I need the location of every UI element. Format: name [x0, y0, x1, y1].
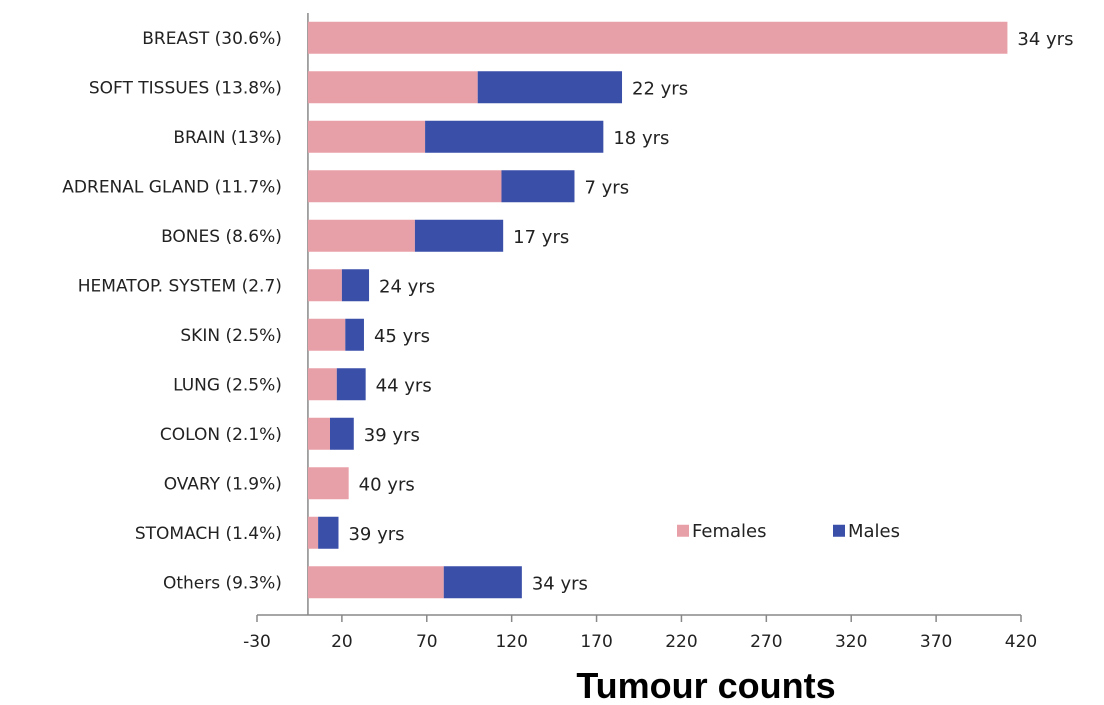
- bar-females-0: [307, 21, 1008, 54]
- data-label: 18 yrs: [613, 128, 669, 149]
- data-labels: 34 yrs 22 yrs 18 yrs 7 yrs 17 yrs 24 yrs 45 yr…: [348, 29, 1073, 595]
- legend-label-males: Males: [848, 521, 900, 542]
- x-axis-title: Tumour counts: [576, 665, 835, 705]
- category-label: BREAST (30.6%): [142, 29, 282, 49]
- category-label: COLON (2.1%): [160, 425, 282, 445]
- legend-swatch-females: [677, 524, 689, 537]
- category-label: Others (9.3%): [163, 573, 282, 593]
- data-label: 45 yrs: [374, 326, 430, 347]
- x-tick-label: 420: [1005, 632, 1037, 652]
- data-label: 39 yrs: [348, 524, 404, 545]
- bar-males-3: [501, 170, 575, 203]
- bar-males-10: [318, 516, 339, 549]
- bars-group: [307, 21, 1008, 599]
- bar-males-5: [341, 269, 370, 302]
- legend-label-females: Females: [692, 521, 766, 542]
- bar-males-4: [414, 219, 504, 252]
- category-label: BONES (8.6%): [161, 227, 282, 247]
- bar-males-11: [443, 566, 522, 599]
- x-tick-label: 370: [920, 632, 952, 652]
- bar-females-1: [307, 71, 478, 104]
- data-label: 39 yrs: [364, 425, 420, 446]
- x-tick-label: 70: [416, 632, 438, 652]
- bar-females-5: [307, 269, 342, 302]
- bar-females-8: [307, 417, 331, 450]
- bar-females-10: [307, 516, 319, 549]
- category-label: SOFT TISSUES (13.8%): [89, 78, 282, 98]
- bar-females-3: [307, 170, 502, 203]
- legend-swatch-males: [833, 524, 845, 537]
- x-tick-label: 270: [750, 632, 782, 652]
- bar-males-7: [336, 368, 366, 401]
- data-label: 34 yrs: [532, 573, 588, 594]
- data-label: 40 yrs: [359, 474, 415, 495]
- bar-males-2: [425, 120, 604, 153]
- x-tick-label: -30: [243, 632, 271, 652]
- bar-females-7: [307, 368, 337, 401]
- bar-females-11: [307, 566, 444, 599]
- bar-males-8: [330, 417, 354, 450]
- data-label: 44 yrs: [376, 375, 432, 396]
- category-label: STOMACH (1.4%): [135, 524, 282, 544]
- data-label: 7 yrs: [584, 177, 629, 198]
- bar-females-4: [307, 219, 415, 252]
- bar-females-6: [307, 318, 346, 351]
- data-label: 34 yrs: [1017, 29, 1073, 50]
- bar-females-2: [307, 120, 426, 153]
- bar-males-6: [345, 318, 364, 351]
- data-label: 24 yrs: [379, 276, 435, 297]
- category-labels: BREAST (30.6%) SOFT TISSUES (13.8%) BRAIN …: [62, 29, 282, 594]
- x-ticks: -30 20 70 120 170 220 270 320 370 420: [243, 615, 1037, 652]
- x-tick-label: 170: [580, 632, 612, 652]
- bar-females-9: [307, 467, 349, 500]
- data-label: 17 yrs: [513, 227, 569, 248]
- category-label: SKIN (2.5%): [180, 326, 282, 346]
- category-label: ADRENAL GLAND (11.7%): [62, 177, 282, 197]
- category-label: HEMATOP. SYSTEM (2.7): [78, 276, 282, 296]
- x-tick-label: 320: [835, 632, 867, 652]
- category-label: BRAIN (13%): [173, 128, 282, 148]
- data-label: 22 yrs: [632, 78, 688, 99]
- x-tick-label: 120: [495, 632, 527, 652]
- x-tick-label: 20: [331, 632, 353, 652]
- category-label: LUNG (2.5%): [173, 375, 282, 395]
- legend: Females Males: [677, 521, 900, 542]
- x-tick-label: 220: [665, 632, 697, 652]
- category-label: OVARY (1.9%): [164, 474, 282, 494]
- bar-males-1: [477, 71, 623, 104]
